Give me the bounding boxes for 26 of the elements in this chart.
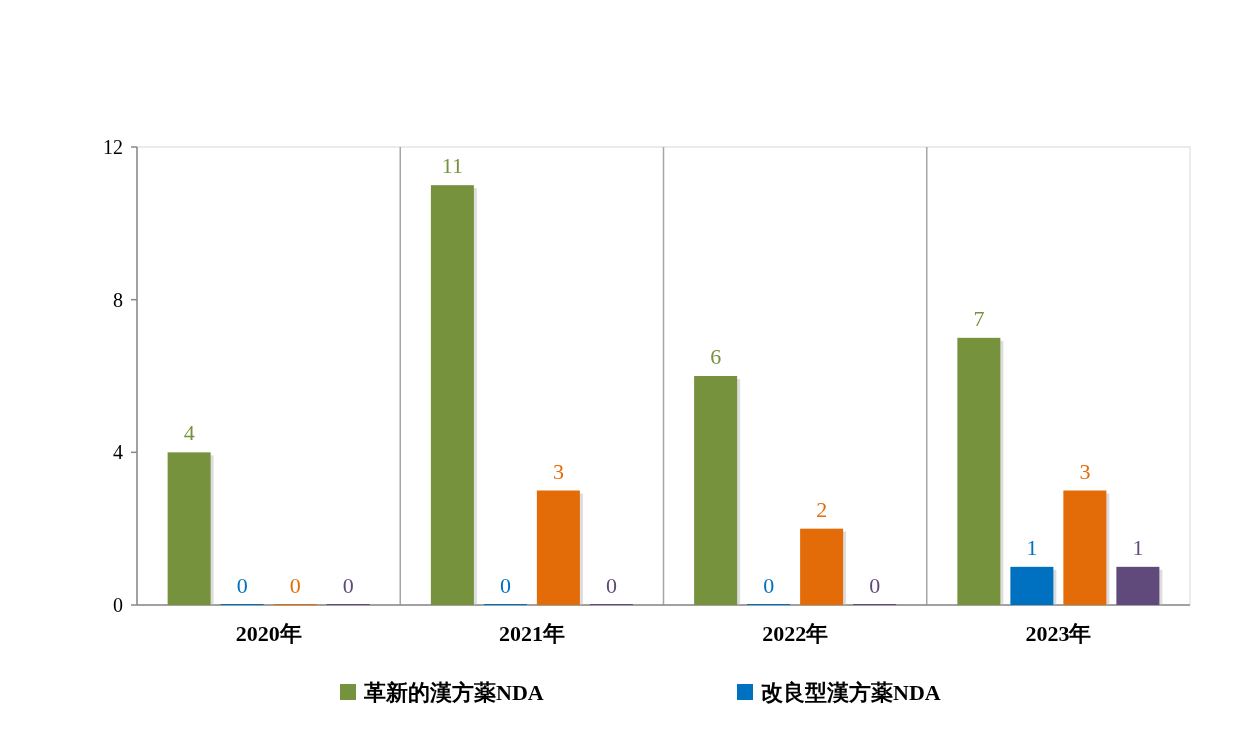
data-label: 0 [605,573,617,598]
data-label: 2 [816,496,828,522]
y-tick-label: 12 [103,136,123,158]
data-label: 0 [763,573,775,598]
y-tick-label: 4 [113,441,123,464]
data-label: 0 [869,573,881,598]
legend-label: 改良型漢方薬NDA [761,679,941,705]
x-tick-label: 2020年 [235,621,302,646]
data-label: 11 [441,153,463,179]
data-label: 0 [289,573,301,598]
x-tick-label: 2023年 [1025,621,1092,646]
data-label: 7 [973,305,985,331]
data-label: 0 [236,573,248,598]
data-label: 0 [499,573,511,598]
data-label: 3 [552,458,564,484]
data-label: 1 [1132,534,1144,560]
data-label: 1 [1026,534,1038,560]
data-label: 0 [342,573,354,598]
data-label: 4 [183,420,195,446]
x-tick-label: 2021年 [498,621,565,646]
data-label: 6 [710,344,722,369]
y-tick-label: 0 [113,594,123,616]
y-tick-label: 8 [113,288,123,311]
legend-label: 革新的漢方薬NDA [363,679,544,705]
x-tick-label: 2022年 [762,621,829,646]
data-label: 3 [1079,458,1091,484]
